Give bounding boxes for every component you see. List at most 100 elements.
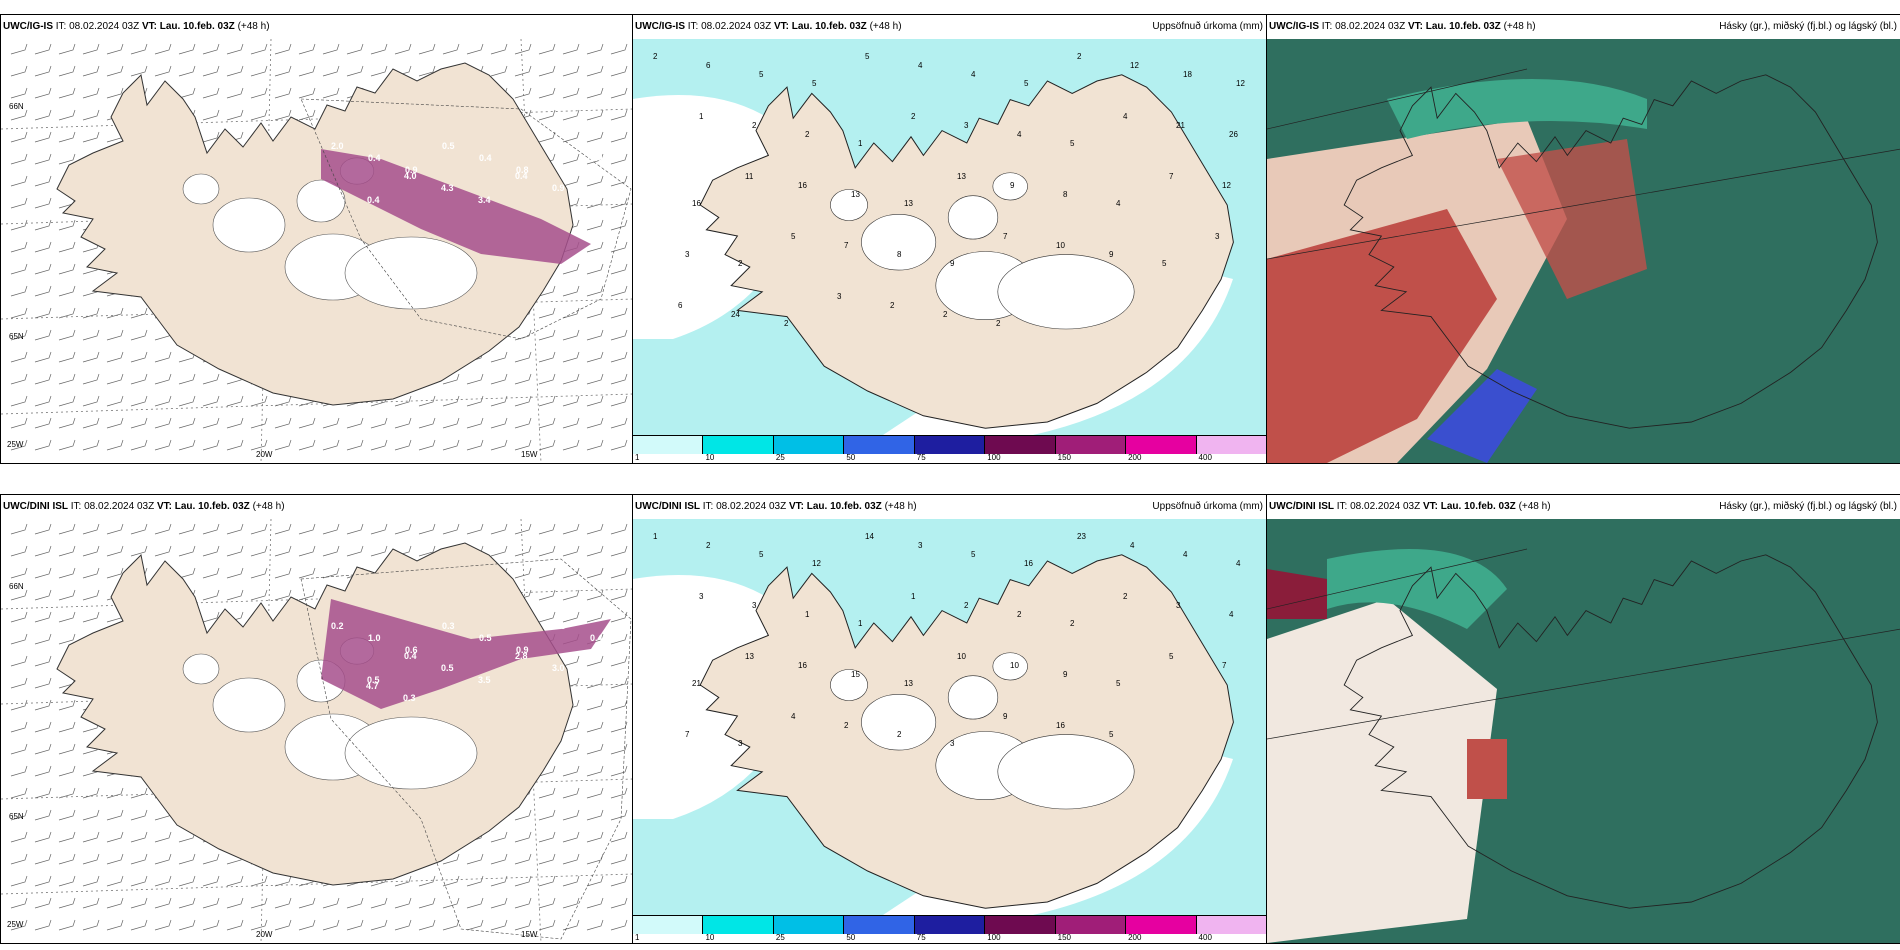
wind-barb: [226, 545, 244, 557]
panel-header: UWC/DINI ISL IT: 08.02.2024 03Z VT: Lau.…: [633, 495, 1267, 519]
wind-barb: [82, 65, 100, 77]
wind-barb: [298, 589, 316, 601]
precip-value-label: 5: [971, 550, 976, 559]
wind-barb: [202, 417, 220, 429]
wind-value-label: 0.5: [553, 621, 566, 631]
precip-value-label: 11: [745, 172, 754, 181]
wind-barb: [562, 743, 580, 755]
wind-barb: [178, 853, 196, 865]
wind-barb: [226, 395, 244, 407]
precip-value-label: 3: [1215, 232, 1220, 241]
precip-value-label: 18: [1183, 70, 1192, 79]
graticule-label: 65N: [9, 812, 24, 821]
wind-barb: [562, 809, 580, 821]
wind-barb: [10, 853, 28, 865]
wind-barb: [82, 853, 100, 865]
precip-value-label: 5: [812, 79, 817, 88]
wind-value-label: 0.4: [479, 153, 492, 163]
wind-barb: [202, 43, 220, 55]
wind-barb: [514, 43, 532, 55]
wind-barb: [106, 523, 124, 535]
wind-barb: [34, 611, 52, 623]
precip-value-label: 10: [1010, 661, 1019, 670]
wind-barb: [586, 523, 604, 535]
wind-barb: [538, 439, 556, 451]
precip-value-label: 5: [759, 550, 764, 559]
precip-value-label: 7: [685, 730, 690, 739]
wind-barb: [562, 919, 580, 931]
wind-barb: [610, 65, 628, 77]
wind-barb: [34, 545, 52, 557]
wind-barb: [466, 875, 484, 887]
wind-barb: [346, 65, 364, 77]
precip-value-label: 4: [918, 61, 923, 70]
wind-barb: [58, 329, 76, 341]
wind-barb: [298, 417, 316, 429]
wind-barb: [82, 131, 100, 143]
wind-barb: [442, 853, 460, 865]
wind-barb: [610, 655, 628, 667]
wind-barb: [106, 43, 124, 55]
wind-barb: [154, 523, 172, 535]
wind-barb: [514, 395, 532, 407]
wind-barb: [514, 809, 532, 821]
wind-barb: [58, 809, 76, 821]
wind-value-label: 4.0: [404, 171, 417, 181]
wind-barb: [586, 699, 604, 711]
wind-barb: [250, 567, 268, 579]
wind-barb: [58, 699, 76, 711]
wind-barb: [10, 743, 28, 755]
wind-barb: [58, 153, 76, 165]
graticule-label: 66N: [9, 582, 24, 591]
wind-barb: [58, 439, 76, 451]
wind-barb: [226, 65, 244, 77]
wind-barb: [34, 43, 52, 55]
wind-barb: [130, 417, 148, 429]
wind-barb: [562, 43, 580, 55]
wind-barb: [34, 787, 52, 799]
wind-barb: [514, 853, 532, 865]
wind-barb: [274, 87, 292, 99]
wind-barb: [58, 351, 76, 363]
wind-barb: [610, 373, 628, 385]
wind-barb: [586, 351, 604, 363]
wind-barb: [34, 175, 52, 187]
legend-tick: 75: [916, 933, 926, 942]
wind-barb: [562, 65, 580, 77]
graticule-line: [1267, 68, 1528, 130]
wind-barb: [34, 721, 52, 733]
glacier: [947, 675, 999, 720]
wind-barb: [562, 417, 580, 429]
wind-value-label: 1.0: [368, 633, 381, 643]
wind-barb: [610, 43, 628, 55]
graticule-label: 20W: [256, 930, 273, 939]
glacier: [212, 677, 286, 733]
wind-barb: [130, 351, 148, 363]
wind-barb: [322, 545, 340, 557]
wind-barb: [106, 567, 124, 579]
wind-barb: [106, 373, 124, 385]
wind-barb: [610, 589, 628, 601]
precip-legend: 1 10 25 50 75 100 150 200 400: [633, 915, 1267, 943]
legend-tick: 400: [1198, 933, 1212, 942]
precip-value-label: 3: [699, 592, 704, 601]
precip-value-label: 2: [943, 310, 948, 319]
wind-barb: [562, 131, 580, 143]
wind-barb: [10, 65, 28, 77]
panel-header: UWC/DINI ISL IT: 08.02.2024 03Z VT: Lau.…: [1267, 495, 1900, 519]
wind-barb: [58, 875, 76, 887]
wind-barb: [514, 897, 532, 909]
precip-value-label: 1: [699, 112, 704, 121]
wind-barb: [10, 417, 28, 429]
panel-header: UWC/IG-IS IT: 08.02.2024 03Z VT: Lau. 10…: [633, 15, 1267, 39]
wind-value-label: 4.7: [366, 681, 379, 691]
glacier: [861, 694, 937, 751]
wind-barb: [610, 831, 628, 843]
precip-value-label: 12: [1130, 61, 1139, 70]
wind-barb: [346, 439, 364, 451]
wind-value-label: 0.9: [516, 645, 529, 655]
wind-barb: [130, 809, 148, 821]
wind-value-label: 0.4: [367, 195, 380, 205]
wind-barb: [10, 809, 28, 821]
wind-barb: [58, 919, 76, 931]
